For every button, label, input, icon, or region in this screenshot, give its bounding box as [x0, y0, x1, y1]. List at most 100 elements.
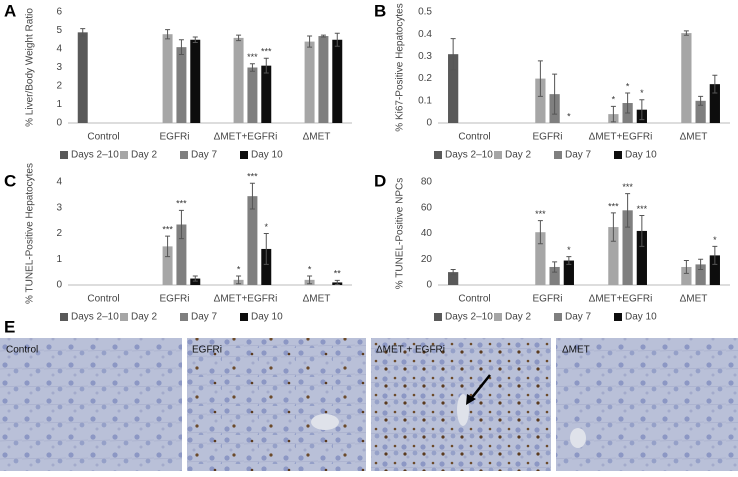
legend-swatch [614, 313, 622, 321]
x-tick-label: ΔMET+EGFRi [589, 132, 653, 143]
error-bar [625, 92, 631, 114]
legend-swatch [240, 151, 248, 159]
image-label: Control [6, 345, 38, 356]
error-bar [566, 256, 572, 265]
y-tick-label: 0 [56, 118, 62, 129]
legend-label: Day 7 [565, 312, 592, 323]
significance-label: * [567, 111, 571, 121]
legend-label: Day 10 [251, 150, 283, 161]
micrograph [0, 338, 182, 471]
arrow [469, 374, 491, 401]
legend-label: Day 10 [251, 312, 283, 323]
legend-swatch [180, 151, 188, 159]
y-tick-label: 3 [56, 62, 62, 73]
panel-letter: C [4, 171, 16, 190]
error-bar [334, 32, 340, 47]
bar [233, 37, 244, 123]
error-bar [537, 220, 543, 245]
error-bar [537, 60, 543, 97]
error-bar [683, 260, 689, 274]
bar [535, 232, 546, 285]
significance-label: *** [608, 201, 619, 211]
legend-swatch [494, 313, 502, 321]
error-bar [712, 74, 718, 94]
error-bar [698, 95, 704, 106]
error-bar [625, 193, 631, 228]
bar [261, 65, 272, 123]
y-tick-label: 0.3 [418, 51, 432, 62]
significance-label: * [265, 222, 269, 232]
legend-label: Day 2 [131, 150, 158, 161]
error-bar [639, 214, 645, 247]
error-bar [192, 275, 198, 282]
y-tick-label: 40 [421, 228, 433, 239]
legend-swatch [614, 151, 622, 159]
y-tick-label: 4 [56, 44, 62, 55]
significance-label: *** [261, 47, 272, 57]
significance-label: * [237, 264, 241, 274]
arrow-head [466, 394, 476, 405]
y-tick-label: 80 [421, 177, 433, 188]
legend-swatch [434, 151, 442, 159]
error-bar [450, 38, 456, 71]
error-bar [639, 99, 645, 121]
bar [681, 33, 692, 124]
bar [261, 248, 272, 285]
x-tick-label: ΔMET [303, 294, 331, 305]
significance-label: *** [637, 204, 648, 214]
x-tick-label: ΔMET [303, 132, 331, 143]
panel-letter: A [4, 1, 16, 20]
y-tick-label: 1 [56, 254, 62, 265]
x-tick-label: EGFRi [533, 132, 563, 143]
legend-label: Day 10 [625, 150, 657, 161]
bar [332, 39, 343, 123]
vessel [457, 394, 469, 426]
x-tick-label: ΔMET [680, 132, 708, 143]
significance-label: *** [535, 209, 546, 219]
significance-label: *** [176, 199, 187, 209]
bar [681, 266, 692, 285]
panel-letter: E [4, 317, 15, 336]
bar [318, 36, 329, 123]
significance-label: ** [334, 269, 342, 279]
error-bar [80, 28, 86, 37]
error-bar [698, 258, 704, 271]
micrograph [556, 338, 738, 471]
vessel [570, 428, 586, 448]
vessel [311, 414, 339, 430]
legend-swatch [120, 313, 128, 321]
legend-swatch [554, 151, 562, 159]
significance-label: * [567, 245, 571, 255]
legend-label: Day 7 [565, 150, 592, 161]
significance-label: *** [622, 182, 633, 192]
error-bar [236, 34, 242, 42]
bar [190, 278, 201, 285]
error-bar [552, 73, 558, 115]
y-tick-label: 6 [56, 7, 62, 18]
legend-label: Day 7 [191, 150, 218, 161]
y-tick-label: 2 [56, 228, 62, 239]
significance-label: * [713, 235, 717, 245]
y-axis-label: % TUNEL-Positive NPCs [395, 178, 406, 290]
bar [247, 196, 258, 285]
y-tick-label: 4 [56, 177, 62, 188]
y-tick-label: 1 [56, 99, 62, 110]
y-tick-label: 0.4 [418, 29, 432, 40]
error-bar [178, 39, 184, 56]
y-tick-label: 0.1 [418, 95, 432, 106]
y-axis-label: % TUNEL-Positive Hepatocytes [25, 163, 36, 304]
significance-label: * [626, 81, 630, 91]
x-tick-label: EGFRi [160, 294, 190, 305]
bar [709, 84, 720, 123]
legend-swatch [240, 313, 248, 321]
bar [448, 54, 459, 123]
error-bar [712, 245, 718, 265]
error-bar [610, 212, 616, 242]
bar [162, 246, 173, 285]
x-tick-label: Control [458, 132, 490, 143]
y-tick-label: 2 [56, 81, 62, 92]
x-tick-label: ΔMET+EGFRi [589, 294, 653, 305]
bar [176, 47, 187, 123]
legend-swatch [554, 313, 562, 321]
